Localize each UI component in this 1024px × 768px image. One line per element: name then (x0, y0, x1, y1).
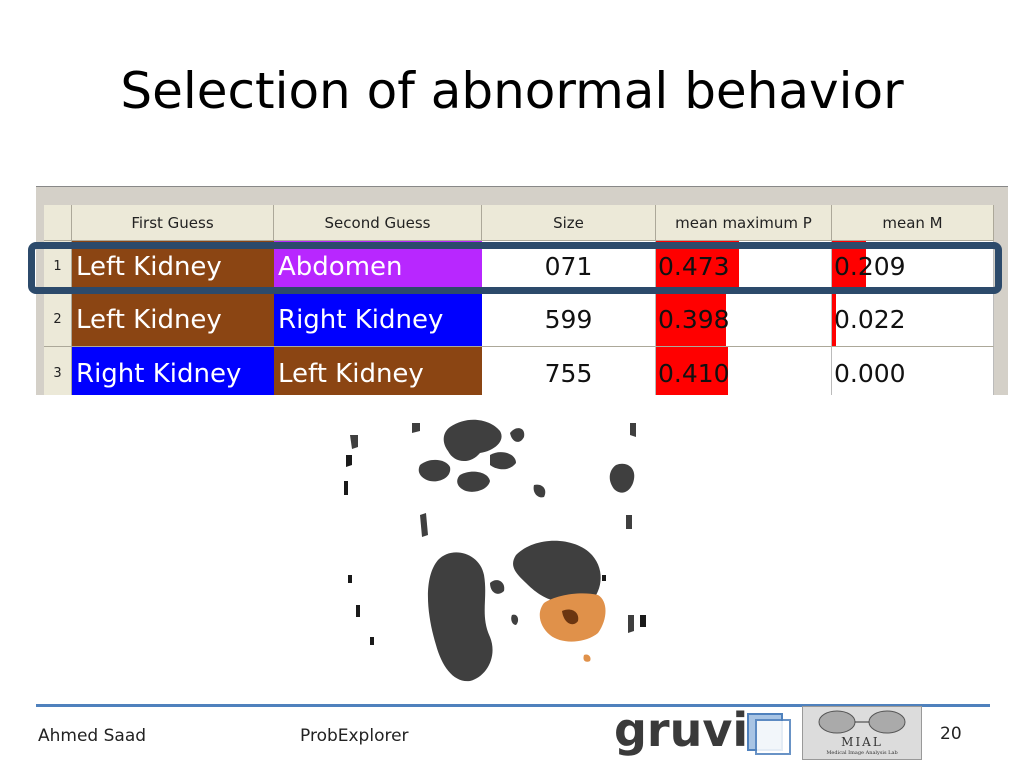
row-3-mean-m[interactable]: 0.000 (832, 347, 994, 395)
header-size[interactable]: Size (482, 205, 656, 241)
mean-m-bar (832, 241, 866, 292)
header-first-guess[interactable]: First Guess (72, 205, 274, 241)
corner-header (44, 205, 72, 241)
mean-m-bar (832, 293, 836, 346)
row-3-first-guess[interactable]: Right Kidney (72, 347, 274, 395)
page-number: 20 (940, 724, 962, 744)
slide-title: Selection of abnormal behavior (120, 62, 904, 120)
footer-project: ProbExplorer (300, 726, 409, 746)
row-2-second-guess[interactable]: Right Kidney (274, 293, 482, 347)
gruvi-square-icon (747, 713, 791, 755)
mial-logo-title: MIAL (841, 735, 883, 749)
mean-m-value: 0.000 (834, 359, 906, 388)
mean-m-value: 0.209 (834, 252, 906, 281)
mean-maximum-p-value: 0.398 (658, 305, 730, 334)
mean-maximum-p-value: 0.410 (658, 359, 730, 388)
row-3-second-guess[interactable]: Left Kidney (274, 347, 482, 395)
mean-maximum-p-bar (656, 241, 739, 292)
mean-maximum-p-value: 0.473 (658, 252, 730, 281)
row-3-mean-maximum-p[interactable]: 0.410 (656, 347, 832, 395)
footer-divider (36, 704, 990, 707)
row-header-1[interactable]: 1 (44, 241, 72, 293)
mial-lab-logo: MIAL Medical Image Analysis Lab (802, 706, 922, 760)
row-1-size[interactable]: 071 (482, 241, 656, 293)
row-3-size[interactable]: 755 (482, 347, 656, 395)
mean-m-value: 0.022 (834, 305, 906, 334)
row-1-second-guess[interactable]: Abdomen (274, 241, 482, 293)
gruvi-logo: gruvi (614, 703, 749, 757)
row-2-mean-maximum-p[interactable]: 0.398 (656, 293, 832, 347)
mean-maximum-p-bar (656, 293, 726, 346)
header-second-guess[interactable]: Second Guess (274, 205, 482, 241)
row-2-mean-m[interactable]: 0.022 (832, 293, 994, 347)
results-table-panel: First Guess Second Guess Size mean maxim… (36, 186, 1008, 395)
row-header-2[interactable]: 2 (44, 293, 72, 347)
selected-row-highlight (28, 242, 1002, 294)
row-2-size[interactable]: 599 (482, 293, 656, 347)
row-1-mean-maximum-p[interactable]: 0.473 (656, 241, 832, 293)
row-header-3[interactable]: 3 (44, 347, 72, 395)
brain-icon (818, 710, 906, 734)
footer-author: Ahmed Saad (38, 726, 147, 746)
header-mean-maximum-p[interactable]: mean maximum P (656, 205, 832, 241)
row-2-first-guess[interactable]: Left Kidney (72, 293, 274, 347)
mean-maximum-p-bar (656, 347, 728, 395)
segmentation-render-image (344, 419, 646, 682)
header-mean-m[interactable]: mean M (832, 205, 994, 241)
mial-logo-subtitle: Medical Image Analysis Lab (826, 750, 898, 756)
